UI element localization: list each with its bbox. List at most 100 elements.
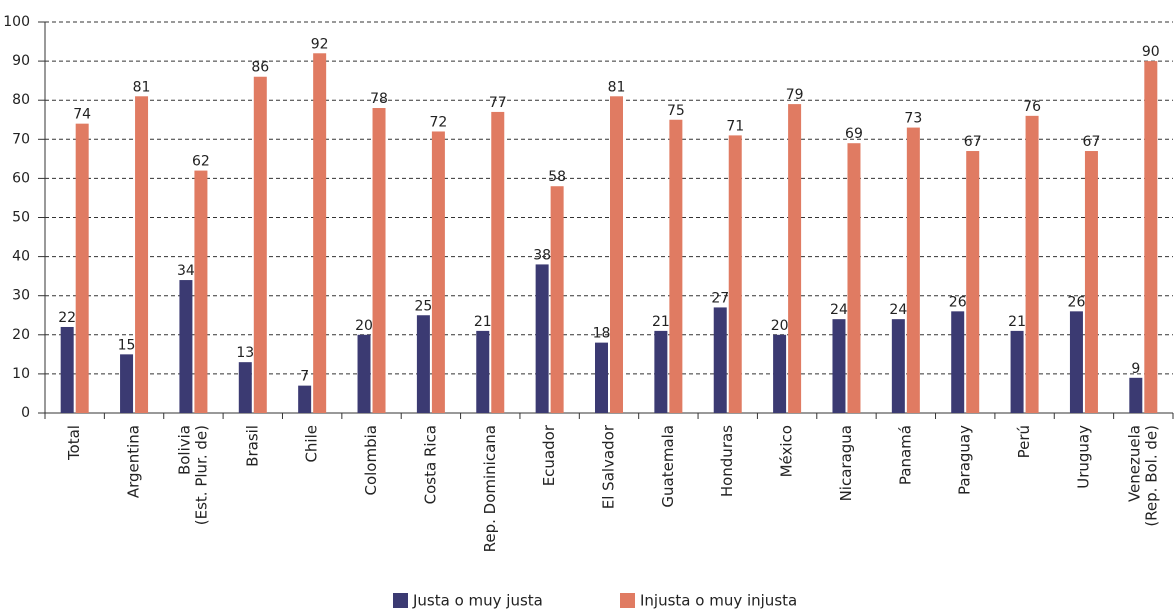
value-label: 92 xyxy=(311,36,329,52)
bar xyxy=(120,354,134,413)
value-label: 24 xyxy=(889,302,907,318)
bar xyxy=(832,319,846,413)
value-label: 20 xyxy=(771,318,789,334)
x-tick-label: El Salvador xyxy=(600,424,618,509)
value-label: 38 xyxy=(533,247,551,263)
bar xyxy=(847,143,861,413)
bar xyxy=(194,170,208,413)
x-tick-label: Uruguay xyxy=(1074,425,1092,489)
x-tick-label: Honduras xyxy=(718,425,736,497)
bar xyxy=(550,186,564,413)
x-tick-label: Brasil xyxy=(243,425,261,467)
bar xyxy=(476,330,490,413)
bar xyxy=(1084,151,1098,413)
value-label: 58 xyxy=(548,169,566,185)
value-label: 27 xyxy=(711,290,729,306)
value-label: 15 xyxy=(118,337,136,353)
x-tick-label: Bolivia xyxy=(175,425,193,475)
value-label: 75 xyxy=(667,103,685,119)
y-tick-label: 0 xyxy=(21,405,30,421)
bar xyxy=(253,76,267,414)
value-label: 18 xyxy=(593,326,611,342)
bar xyxy=(906,127,920,413)
bar xyxy=(491,111,505,414)
value-label: 71 xyxy=(726,118,744,134)
bar xyxy=(372,108,386,414)
x-tick-label: (Est. Plur. de) xyxy=(192,425,210,525)
legend-label: Justa o muy justa xyxy=(412,592,543,610)
y-tick-label: 70 xyxy=(12,131,30,147)
value-label: 90 xyxy=(1142,44,1160,60)
x-tick-label: Chile xyxy=(303,425,321,463)
value-label: 20 xyxy=(355,318,373,334)
bar xyxy=(773,334,787,413)
bar xyxy=(595,342,608,413)
x-tick-label: Costa Rica xyxy=(421,425,439,504)
value-label: 21 xyxy=(1008,314,1026,330)
value-label: 81 xyxy=(608,79,626,95)
bar xyxy=(60,326,74,413)
bar xyxy=(1129,377,1143,413)
x-tick-label: Argentina xyxy=(125,425,143,498)
x-tick-label: Colombia xyxy=(362,425,380,496)
value-label: 25 xyxy=(414,298,432,314)
value-label: 24 xyxy=(830,302,848,318)
x-tick-label: Paraguay xyxy=(956,425,974,495)
bar xyxy=(1069,311,1083,413)
value-label: 9 xyxy=(1131,361,1140,377)
bar xyxy=(654,330,668,413)
value-label: 7 xyxy=(300,369,309,385)
legend-swatch xyxy=(393,593,408,608)
bar xyxy=(535,264,549,413)
value-label: 74 xyxy=(73,107,91,123)
y-tick-label: 20 xyxy=(12,327,30,343)
x-tick-label: Nicaragua xyxy=(837,425,855,501)
value-label: 22 xyxy=(58,310,76,326)
x-tick-label: Panamá xyxy=(896,425,914,485)
bar xyxy=(357,334,371,413)
value-label: 34 xyxy=(177,263,195,279)
bar xyxy=(238,362,252,413)
value-label: 79 xyxy=(786,87,804,103)
x-tick-label: México xyxy=(778,425,796,477)
y-tick-label: 100 xyxy=(3,14,30,30)
value-label: 26 xyxy=(949,294,967,310)
value-label: 62 xyxy=(192,154,210,170)
value-label: 86 xyxy=(251,60,269,76)
value-label: 26 xyxy=(1068,294,1086,310)
value-label: 13 xyxy=(236,345,254,361)
bar xyxy=(966,151,980,413)
x-tick-label: Venezuela xyxy=(1125,425,1143,502)
value-label: 72 xyxy=(429,114,447,130)
y-tick-label: 60 xyxy=(12,170,30,186)
value-label: 21 xyxy=(474,314,492,330)
value-label: 76 xyxy=(1023,99,1041,115)
x-tick-label: Perú xyxy=(1015,425,1033,458)
legend-swatch xyxy=(620,593,635,608)
bar xyxy=(951,311,965,413)
value-label: 67 xyxy=(1083,134,1101,150)
x-tick-label: Total xyxy=(65,425,83,461)
y-tick-label: 10 xyxy=(12,366,30,382)
bar xyxy=(431,131,445,414)
bar xyxy=(713,307,727,413)
bar xyxy=(891,319,905,413)
value-label: 77 xyxy=(489,95,507,111)
y-tick-label: 30 xyxy=(12,288,30,304)
legend-label: Injusta o muy injusta xyxy=(640,592,797,610)
bar xyxy=(1144,61,1158,413)
x-tick-label: Ecuador xyxy=(540,424,558,486)
y-tick-label: 50 xyxy=(12,210,30,226)
value-label: 69 xyxy=(845,126,863,142)
value-label: 78 xyxy=(370,91,388,107)
bar xyxy=(1010,330,1024,413)
value-label: 21 xyxy=(652,314,670,330)
bar xyxy=(75,123,89,413)
bar xyxy=(298,385,312,413)
bar xyxy=(788,104,802,414)
bar xyxy=(313,53,327,413)
value-label: 67 xyxy=(964,134,982,150)
bar xyxy=(135,96,149,413)
x-tick-label: Rep. Dominicana xyxy=(481,425,499,552)
